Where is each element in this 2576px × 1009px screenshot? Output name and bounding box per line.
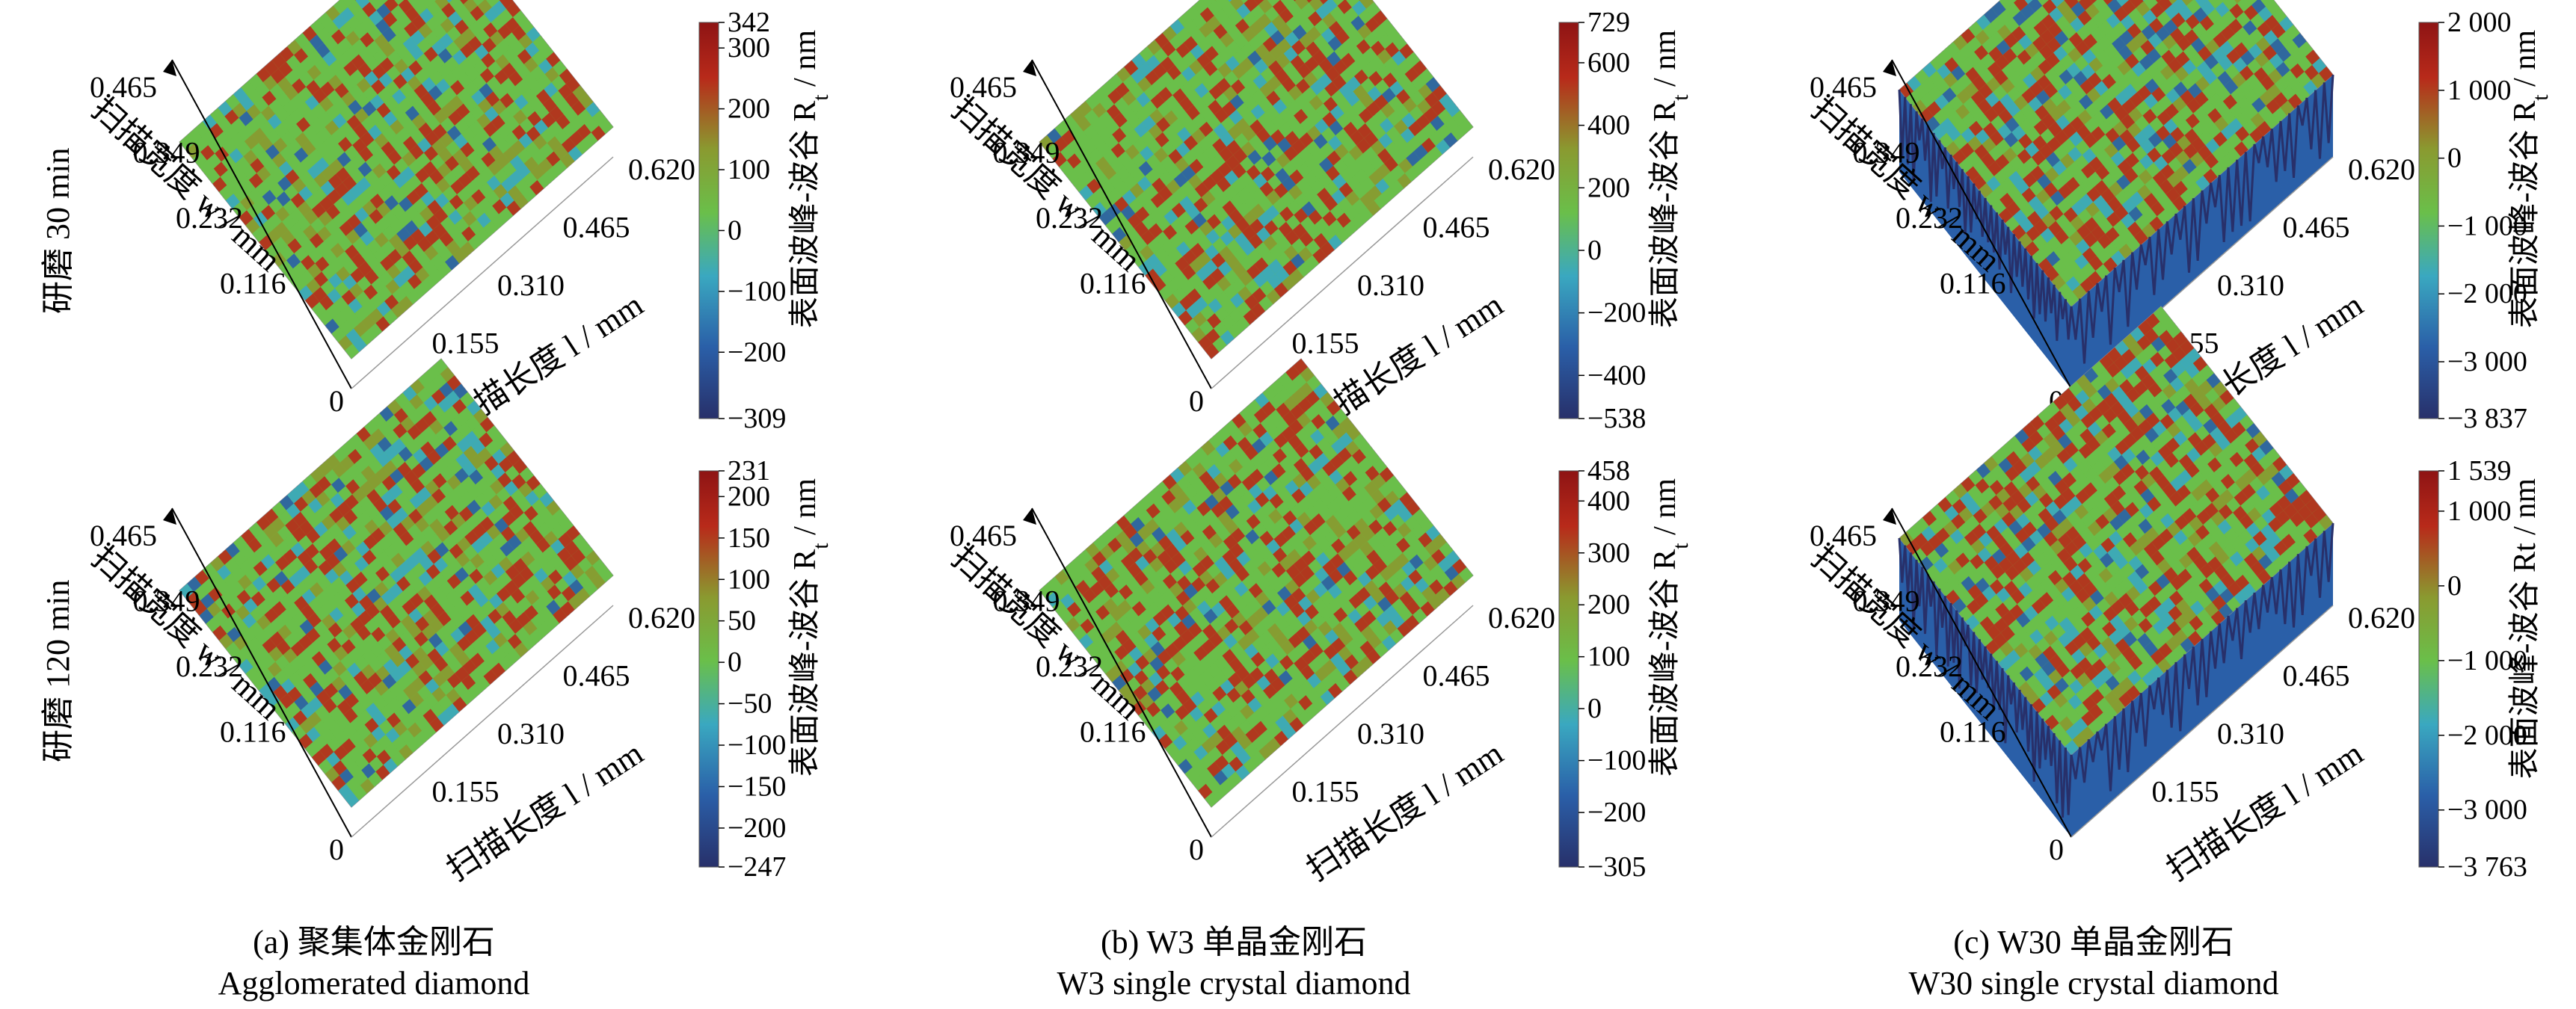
colorbar-tick-label: 2 000: [2447, 7, 2512, 38]
colorbar-tick-label: −200: [728, 812, 786, 844]
length-tick-label: 0.620: [1488, 601, 1555, 635]
colorbar-title: 表面波峰-波谷 Rt / nm: [1648, 478, 1693, 777]
origin-tick-label: 0: [1189, 833, 1204, 866]
length-tick-label: 0.310: [1357, 717, 1424, 750]
colorbar-tick-label: −305: [1587, 851, 1646, 883]
colorbar-tick-label: 600: [1587, 47, 1630, 78]
width-tick-label: 0.116: [1940, 267, 2006, 300]
colorbar-title: 表面波峰-波谷 Rt / nm: [1648, 30, 1693, 329]
colorbar-title: 表面波峰-波谷 Rt / nm: [2508, 30, 2553, 329]
colorbar-tick-label: −200: [1587, 297, 1646, 329]
colorbar-tick-label: 0: [1587, 235, 1602, 266]
colorbar-tick-label: −50: [728, 688, 772, 720]
length-tick-label: 0.155: [1292, 775, 1359, 809]
width-tick-label: 0.116: [1080, 267, 1146, 300]
length-axis-title: 扫描长度 l / mm: [1300, 735, 1510, 889]
origin-tick-label: 0: [329, 384, 344, 418]
colorbar: [1559, 471, 1579, 867]
width-axis-arrow: [163, 60, 176, 76]
width-tick-label: 0.465: [1810, 70, 1877, 104]
panel-b-row1: 00.1550.3100.4650.6200.1160.2320.3490.46…: [944, 359, 1692, 888]
colorbar-tick-label: 0: [728, 647, 742, 678]
colorbar-tick-label: 100: [728, 154, 770, 185]
length-tick-label: 0.465: [1423, 211, 1490, 244]
width-tick-label: 0.465: [90, 519, 157, 552]
colorbar-tick-label: 200: [1587, 172, 1630, 203]
colorbar-tick-label: 0: [2447, 143, 2462, 174]
colorbar-tick-label: 200: [728, 481, 770, 512]
width-axis-arrow: [163, 508, 176, 525]
length-tick-label: 0.310: [2217, 268, 2284, 302]
colorbar-title: 表面波峰-波谷 Rt / nm: [788, 30, 833, 329]
length-tick-label: 0.155: [1292, 327, 1359, 360]
length-tick-label: 0.155: [432, 775, 499, 809]
width-tick-label: 0.116: [220, 267, 286, 300]
width-tick-label: 0.465: [950, 70, 1017, 104]
width-tick-label: 0.465: [950, 519, 1017, 552]
colorbar-tick-label: −538: [1587, 403, 1646, 434]
colorbar-tick-label: 100: [728, 564, 770, 595]
colorbar-tick-label: −200: [1587, 797, 1646, 828]
colorbar-tick-label: −309: [728, 403, 786, 434]
width-tick-label: 0.465: [90, 70, 157, 104]
panel-b-row0: 00.1550.3100.4650.6200.1160.2320.3490.46…: [944, 0, 1692, 439]
colorbar-tick-label: −100: [728, 729, 786, 761]
length-tick-label: 0.620: [1488, 152, 1555, 186]
length-axis-title: 扫描长度 l / mm: [440, 735, 650, 889]
colorbar-tick-label: −3 837: [2447, 403, 2527, 434]
colorbar-tick-label: 458: [1587, 455, 1630, 487]
width-tick-label: 0.116: [1080, 715, 1146, 749]
length-tick-label: 0.465: [563, 659, 630, 693]
length-tick-label: 0.465: [1423, 659, 1490, 693]
length-tick-label: 0.620: [628, 152, 695, 186]
width-tick-label: 0.116: [220, 715, 286, 749]
colorbar-tick-label: −3 000: [2447, 346, 2527, 377]
origin-tick-label: 0: [329, 833, 344, 866]
width-axis-arrow: [1023, 508, 1036, 525]
colorbar-tick-label: 0: [728, 215, 742, 246]
panel-a-row0: 00.1550.3100.4650.6200.1160.2320.3490.46…: [84, 0, 832, 439]
length-tick-label: 0.310: [497, 268, 565, 302]
colorbar-tick-label: 1 000: [2447, 75, 2512, 106]
colorbar-tick-label: −400: [1587, 360, 1646, 391]
panels-layer: 00.1550.3100.4650.6200.1160.2320.3490.46…: [84, 0, 2552, 888]
colorbar-tick-label: −100: [728, 276, 786, 307]
colorbar-tick-label: 100: [1587, 641, 1630, 673]
length-tick-label: 0.620: [2348, 152, 2415, 186]
colorbar-tick-label: −200: [728, 336, 786, 368]
colorbar: [699, 471, 719, 867]
length-tick-label: 0.155: [432, 327, 499, 360]
surface-texture: [179, 0, 613, 359]
colorbar-title: 表面波峰-波谷 Rt / nm: [788, 478, 833, 777]
colorbar-tick-label: 729: [1587, 7, 1630, 38]
colorbar-tick-label: 400: [1587, 485, 1630, 516]
colorbar-tick-label: −100: [1587, 745, 1646, 777]
colorbar-tick-label: 200: [1587, 589, 1630, 620]
length-tick-label: 0.620: [628, 601, 695, 635]
colorbar-tick-label: 50: [728, 605, 756, 637]
origin-tick-label: 0: [1189, 384, 1204, 418]
length-tick-label: 0.465: [2283, 211, 2350, 244]
panel-a-row1: 00.1550.3100.4650.6200.1160.2320.3490.46…: [84, 359, 832, 888]
width-axis-arrow: [1883, 60, 1896, 76]
colorbar-tick-label: 300: [1587, 537, 1630, 569]
colorbar-tick-label: 0: [1587, 693, 1602, 724]
colorbar-tick-label: 300: [728, 32, 770, 64]
colorbar-tick-label: 400: [1587, 110, 1630, 141]
length-tick-label: 0.310: [1357, 268, 1424, 302]
colorbar-tick-label: 150: [728, 522, 770, 554]
length-tick-label: 0.465: [563, 211, 630, 244]
length-tick-label: 0.310: [497, 717, 565, 750]
colorbar-tick-label: 200: [728, 93, 770, 125]
surface-texture: [1039, 0, 1473, 359]
width-axis-arrow: [1023, 60, 1036, 76]
colorbar: [2419, 22, 2438, 419]
colorbar: [1559, 22, 1579, 419]
colorbar-tick-label: −247: [728, 851, 786, 883]
colorbar-tick-label: −150: [728, 771, 786, 802]
colorbar: [699, 22, 719, 419]
